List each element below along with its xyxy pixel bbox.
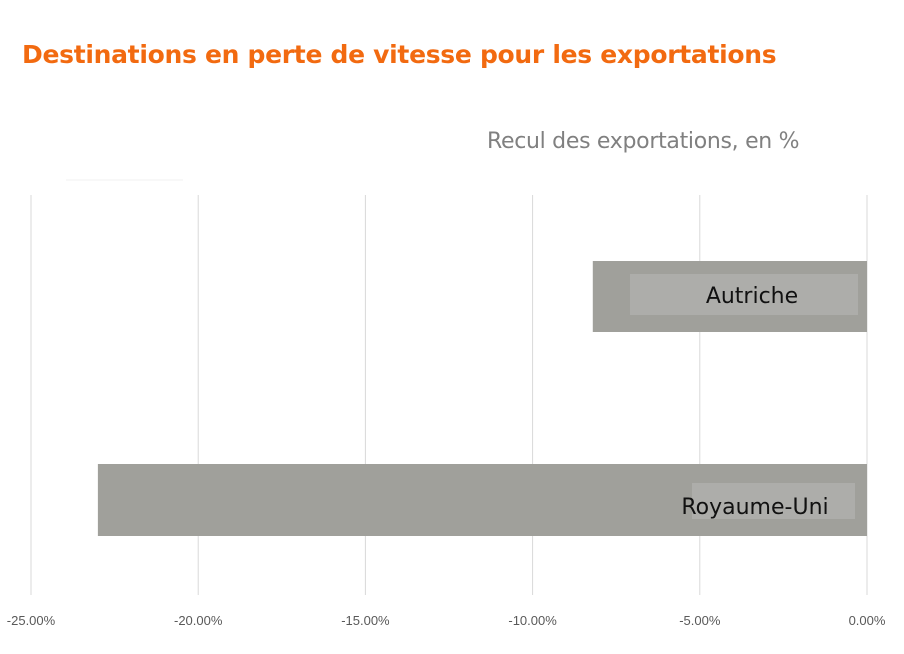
chart-title: Destinations en perte de vitesse pour le…: [22, 40, 777, 69]
bars: Autriche Royaume-Uni: [97, 261, 867, 536]
bar-category-label: Royaume-Uni: [681, 495, 828, 520]
chart-subtitle: Recul des exportations, en %: [487, 129, 800, 154]
x-tick-label: -5.00%: [679, 613, 721, 628]
bar-category-label: Autriche: [706, 284, 798, 309]
x-tick-label: -20.00%: [174, 613, 223, 628]
x-tick-labels: -25.00% -20.00% -15.00% -10.00% -5.00% 0.00%: [7, 613, 886, 628]
bar-label-box: [692, 483, 855, 519]
x-tick-label: -10.00%: [508, 613, 557, 628]
x-tick-label: -25.00%: [7, 613, 56, 628]
x-tick-label: 0.00%: [849, 613, 886, 628]
x-tick-label: -15.00%: [341, 613, 390, 628]
bar-label-box: [630, 274, 858, 315]
